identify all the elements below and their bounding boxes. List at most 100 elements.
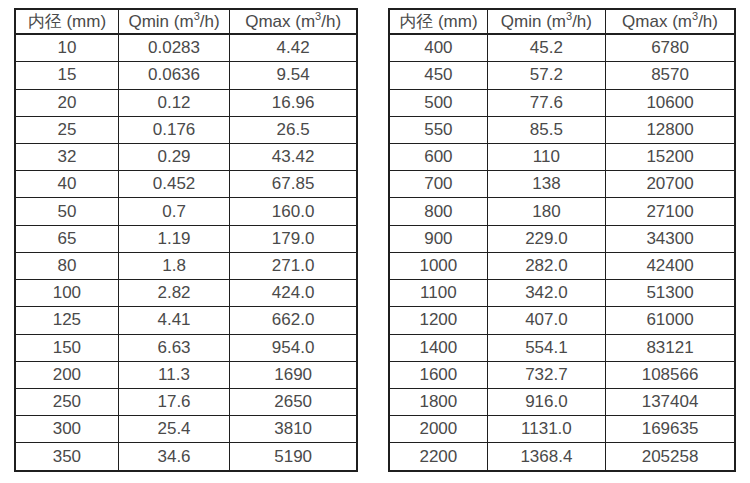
qmin-cell: 1.8 bbox=[118, 252, 229, 279]
diameter-cell: 250 bbox=[15, 389, 118, 416]
qmin-cell: 34.6 bbox=[118, 443, 229, 471]
table-row: 20001131.0169635 bbox=[389, 416, 735, 443]
qmin-cell: 25.4 bbox=[118, 416, 229, 443]
table-row: 651.19179.0 bbox=[15, 225, 357, 252]
page: 内径 (mm)Qmin (m3/h)Qmax (m3/h)100.02834.4… bbox=[0, 0, 750, 483]
table-row: 801.8271.0 bbox=[15, 252, 357, 279]
table-row: 40045.26780 bbox=[389, 34, 735, 62]
qmax-cell: 137404 bbox=[606, 389, 735, 416]
qmax-cell: 15200 bbox=[606, 144, 735, 171]
qmin-cell: 2.82 bbox=[118, 280, 229, 307]
diameter-cell: 15 bbox=[15, 62, 118, 89]
table-row: 1200407.061000 bbox=[389, 307, 735, 334]
qmin-cell: 110 bbox=[487, 144, 605, 171]
diameter-cell: 550 bbox=[389, 116, 487, 143]
qmax-cell: 12800 bbox=[606, 116, 735, 143]
diameter-cell: 10 bbox=[15, 34, 118, 62]
diameter-cell: 1400 bbox=[389, 334, 487, 361]
qmin-cell: 17.6 bbox=[118, 389, 229, 416]
qmin-cell: 407.0 bbox=[487, 307, 605, 334]
qmin-cell: 1131.0 bbox=[487, 416, 605, 443]
table-row: 50077.610600 bbox=[389, 89, 735, 116]
header-cell-0: 内径 (mm) bbox=[15, 9, 118, 34]
qmax-cell: 34300 bbox=[606, 225, 735, 252]
header-cell-0: 内径 (mm) bbox=[389, 9, 487, 34]
qmin-cell: 229.0 bbox=[487, 225, 605, 252]
qmax-cell: 20700 bbox=[606, 171, 735, 198]
qmax-cell: 662.0 bbox=[230, 307, 357, 334]
table-row: 320.2943.42 bbox=[15, 144, 357, 171]
diameter-cell: 65 bbox=[15, 225, 118, 252]
qmin-cell: 11.3 bbox=[118, 361, 229, 388]
qmin-cell: 342.0 bbox=[487, 280, 605, 307]
qmin-cell: 0.12 bbox=[118, 89, 229, 116]
qmax-cell: 169635 bbox=[606, 416, 735, 443]
table-row: 25017.62650 bbox=[15, 389, 357, 416]
table-row: 1100342.051300 bbox=[389, 280, 735, 307]
header-cell-1: Qmin (m3/h) bbox=[118, 9, 229, 34]
qmax-cell: 26.5 bbox=[230, 116, 357, 143]
qmax-cell: 160.0 bbox=[230, 198, 357, 225]
table-row: 1000282.042400 bbox=[389, 252, 735, 279]
diameter-cell: 450 bbox=[389, 62, 487, 89]
qmax-cell: 27100 bbox=[606, 198, 735, 225]
table-row: 1254.41662.0 bbox=[15, 307, 357, 334]
qmin-cell: 732.7 bbox=[487, 361, 605, 388]
header-cell-2: Qmax (m3/h) bbox=[606, 9, 735, 34]
table-row: 100.02834.42 bbox=[15, 34, 357, 62]
qmin-cell: 0.7 bbox=[118, 198, 229, 225]
diameter-cell: 1600 bbox=[389, 361, 487, 388]
header-cell-2: Qmax (m3/h) bbox=[230, 9, 357, 34]
table-row: 22001368.4205258 bbox=[389, 443, 735, 471]
table-container-large-diameters: 内径 (mm)Qmin (m3/h)Qmax (m3/h)40045.26780… bbox=[388, 8, 736, 472]
table-row: 45057.28570 bbox=[389, 62, 735, 89]
diameter-cell: 900 bbox=[389, 225, 487, 252]
qmin-cell: 6.63 bbox=[118, 334, 229, 361]
qmax-cell: 2650 bbox=[230, 389, 357, 416]
table-row: 1506.63954.0 bbox=[15, 334, 357, 361]
qmin-cell: 0.452 bbox=[118, 171, 229, 198]
qmax-cell: 51300 bbox=[606, 280, 735, 307]
qmax-cell: 108566 bbox=[606, 361, 735, 388]
diameter-cell: 300 bbox=[15, 416, 118, 443]
qmax-cell: 205258 bbox=[606, 443, 735, 471]
qmax-cell: 271.0 bbox=[230, 252, 357, 279]
flow-range-table-small-diameters: 内径 (mm)Qmin (m3/h)Qmax (m3/h)100.02834.4… bbox=[14, 8, 358, 472]
diameter-cell: 50 bbox=[15, 198, 118, 225]
qmax-cell: 42400 bbox=[606, 252, 735, 279]
diameter-cell: 1000 bbox=[389, 252, 487, 279]
table-row: 1400554.183121 bbox=[389, 334, 735, 361]
table-row: 1002.82424.0 bbox=[15, 280, 357, 307]
qmax-cell: 43.42 bbox=[230, 144, 357, 171]
qmin-cell: 57.2 bbox=[487, 62, 605, 89]
diameter-cell: 80 bbox=[15, 252, 118, 279]
table-row: 500.7160.0 bbox=[15, 198, 357, 225]
table-row: 1800916.0137404 bbox=[389, 389, 735, 416]
qmin-cell: 916.0 bbox=[487, 389, 605, 416]
qmin-cell: 0.0636 bbox=[118, 62, 229, 89]
diameter-cell: 1800 bbox=[389, 389, 487, 416]
qmin-cell: 4.41 bbox=[118, 307, 229, 334]
qmin-cell: 85.5 bbox=[487, 116, 605, 143]
header-cell-1: Qmin (m3/h) bbox=[487, 9, 605, 34]
qmax-cell: 3810 bbox=[230, 416, 357, 443]
table-row: 150.06369.54 bbox=[15, 62, 357, 89]
qmax-cell: 6780 bbox=[606, 34, 735, 62]
table-row: 1600732.7108566 bbox=[389, 361, 735, 388]
table-container-small-diameters: 内径 (mm)Qmin (m3/h)Qmax (m3/h)100.02834.4… bbox=[14, 8, 358, 472]
flow-range-table-large-diameters: 内径 (mm)Qmin (m3/h)Qmax (m3/h)40045.26780… bbox=[388, 8, 736, 472]
qmin-cell: 282.0 bbox=[487, 252, 605, 279]
diameter-cell: 40 bbox=[15, 171, 118, 198]
qmax-cell: 9.54 bbox=[230, 62, 357, 89]
diameter-cell: 25 bbox=[15, 116, 118, 143]
qmax-cell: 179.0 bbox=[230, 225, 357, 252]
diameter-cell: 32 bbox=[15, 144, 118, 171]
qmin-cell: 180 bbox=[487, 198, 605, 225]
qmax-cell: 5190 bbox=[230, 443, 357, 471]
diameter-cell: 2200 bbox=[389, 443, 487, 471]
diameter-cell: 500 bbox=[389, 89, 487, 116]
diameter-cell: 1100 bbox=[389, 280, 487, 307]
table-row: 30025.43810 bbox=[15, 416, 357, 443]
qmax-cell: 61000 bbox=[606, 307, 735, 334]
diameter-cell: 400 bbox=[389, 34, 487, 62]
